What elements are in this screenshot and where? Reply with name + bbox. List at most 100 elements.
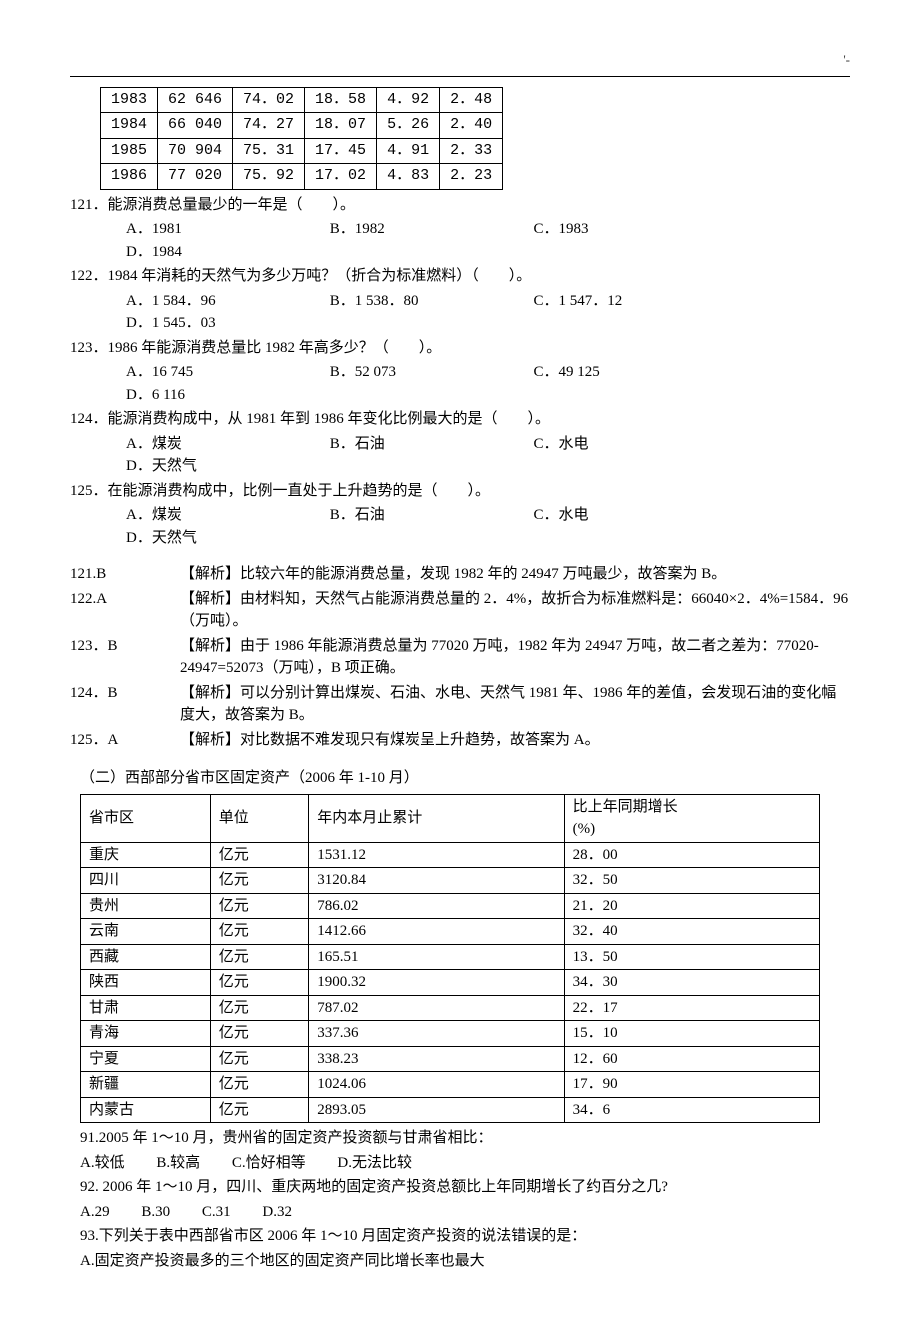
asset-cell: 陕西	[81, 970, 211, 996]
expl-121: 121.B 【解析】比较六年的能源消费总量，发现 1982 年的 24947 万…	[70, 563, 850, 586]
asset-cell: 32．40	[564, 919, 819, 945]
q92-opt-c: C.31	[202, 1201, 231, 1224]
question-123-options: A．16 745 B．52 073 C．49 125 D．6 116	[126, 361, 850, 406]
asset-cell: 1900.32	[309, 970, 564, 996]
asset-header: 省市区	[81, 794, 211, 842]
energy-row: 198466 04074．2718．075．262．40	[101, 113, 503, 139]
q92-opt-a: A.29	[80, 1201, 110, 1224]
energy-cell: 2．48	[440, 87, 503, 113]
question-91-options: A.较低 B.较高 C.恰好相等 D.无法比较	[80, 1152, 850, 1175]
expl-125-key: 125．A	[70, 729, 180, 752]
question-93: 93.下列关于表中西部省市区 2006 年 1～10 月固定资产投资的说法错误的…	[80, 1225, 850, 1248]
q121-opt-a: A．1981	[126, 218, 286, 241]
q91-opt-a: A.较低	[80, 1152, 125, 1175]
q124-opt-b: B．石油	[330, 433, 490, 456]
energy-row: 198570 90475．3117．454．912．33	[101, 138, 503, 164]
energy-cell: 77 020	[158, 164, 233, 190]
asset-row: 四川亿元3120.8432．50	[81, 868, 820, 894]
asset-cell: 亿元	[210, 919, 308, 945]
expl-124-key: 124．B	[70, 682, 180, 727]
asset-cell: 亿元	[210, 1021, 308, 1047]
expl-121-key: 121.B	[70, 563, 180, 586]
explanations: 121.B 【解析】比较六年的能源消费总量，发现 1982 年的 24947 万…	[70, 563, 850, 751]
q122-opt-b: B．1 538．80	[330, 290, 490, 313]
energy-cell: 1986	[101, 164, 158, 190]
asset-row: 新疆亿元1024.0617．90	[81, 1072, 820, 1098]
energy-cell: 1985	[101, 138, 158, 164]
energy-row: 198677 02075．9217．024．832．23	[101, 164, 503, 190]
asset-cell: 亿元	[210, 893, 308, 919]
energy-cell: 4．92	[377, 87, 440, 113]
expl-125: 125．A 【解析】对比数据不难发现只有煤炭呈上升趋势，故答案为 A。	[70, 729, 850, 752]
q124-opt-c: C．水电	[534, 433, 694, 456]
question-121-options: A．1981 B．1982 C．1983 D．1984	[126, 218, 850, 263]
top-rule	[70, 76, 850, 77]
question-125-options: A．煤炭 B．石油 C．水电 D．天然气	[126, 504, 850, 549]
asset-cell: 1531.12	[309, 842, 564, 868]
asset-row: 宁夏亿元338.2312．60	[81, 1046, 820, 1072]
asset-cell: 338.23	[309, 1046, 564, 1072]
question-122: 122．1984 年消耗的天然气为多少万吨？（折合为标准燃料）（ ）。	[70, 265, 850, 288]
energy-cell: 75．31	[233, 138, 305, 164]
asset-cell: 亿元	[210, 842, 308, 868]
asset-cell: 云南	[81, 919, 211, 945]
energy-cell: 2．40	[440, 113, 503, 139]
q123-opt-a: A．16 745	[126, 361, 286, 384]
question-124-options: A．煤炭 B．石油 C．水电 D．天然气	[126, 433, 850, 478]
asset-header: 年内本月止累计	[309, 794, 564, 842]
q122-opt-c: C．1 547．12	[534, 290, 694, 313]
energy-cell: 74．27	[233, 113, 305, 139]
energy-cell: 1984	[101, 113, 158, 139]
energy-cell: 2．23	[440, 164, 503, 190]
question-123: 123．1986 年能源消费总量比 1982 年高多少？（ ）。	[70, 337, 850, 360]
asset-cell: 亿元	[210, 1072, 308, 1098]
energy-cell: 17．02	[305, 164, 377, 190]
q123-opt-d: D．6 116	[126, 384, 286, 407]
asset-row: 西藏亿元165.5113．50	[81, 944, 820, 970]
q91-opt-d: D.无法比较	[337, 1152, 412, 1175]
question-92-options: A.29 B.30 C.31 D.32	[80, 1201, 850, 1224]
question-92: 92. 2006 年 1～10 月，四川、重庆两地的固定资产投资总额比上年同期增…	[80, 1176, 850, 1199]
asset-cell: 165.51	[309, 944, 564, 970]
question-121: 121．能源消费总量最少的一年是（ ）。	[70, 194, 850, 217]
asset-cell: 内蒙古	[81, 1097, 211, 1123]
asset-cell: 亿元	[210, 970, 308, 996]
q121-opt-b: B．1982	[330, 218, 490, 241]
asset-cell: 12．60	[564, 1046, 819, 1072]
q125-opt-b: B．石油	[330, 504, 490, 527]
question-125: 125．在能源消费构成中，比例一直处于上升趋势的是（ ）。	[70, 480, 850, 503]
asset-cell: 28．00	[564, 842, 819, 868]
asset-cell: 亿元	[210, 1046, 308, 1072]
section2-title: （二）西部部分省市区固定资产（2006 年 1-10 月）	[80, 767, 850, 790]
asset-cell: 贵州	[81, 893, 211, 919]
asset-cell: 亿元	[210, 995, 308, 1021]
asset-cell: 亿元	[210, 868, 308, 894]
energy-cell: 66 040	[158, 113, 233, 139]
asset-row: 重庆亿元1531.1228．00	[81, 842, 820, 868]
energy-cell: 18．07	[305, 113, 377, 139]
asset-cell: 17．90	[564, 1072, 819, 1098]
expl-124-text: 【解析】可以分别计算出煤炭、石油、水电、天然气 1981 年、1986 年的差值…	[180, 682, 850, 727]
question-122-options: A．1 584．96 B．1 538．80 C．1 547．12 D．1 545…	[126, 290, 850, 335]
asset-cell: 34．30	[564, 970, 819, 996]
energy-cell: 70 904	[158, 138, 233, 164]
expl-123-text: 【解析】由于 1986 年能源消费总量为 77020 万吨，1982 年为 24…	[180, 635, 850, 680]
asset-cell: 亿元	[210, 1097, 308, 1123]
energy-cell: 18．58	[305, 87, 377, 113]
expl-123-key: 123．B	[70, 635, 180, 680]
q121-opt-c: C．1983	[534, 218, 694, 241]
asset-row: 云南亿元1412.6632．40	[81, 919, 820, 945]
asset-cell: 西藏	[81, 944, 211, 970]
expl-123: 123．B 【解析】由于 1986 年能源消费总量为 77020 万吨，1982…	[70, 635, 850, 680]
asset-row: 甘肃亿元787.0222．17	[81, 995, 820, 1021]
energy-cell: 75．92	[233, 164, 305, 190]
q92-opt-b: B.30	[141, 1201, 170, 1224]
energy-cell: 2．33	[440, 138, 503, 164]
asset-header: 单位	[210, 794, 308, 842]
energy-cell: 62 646	[158, 87, 233, 113]
q124-opt-d: D．天然气	[126, 455, 286, 478]
asset-cell: 四川	[81, 868, 211, 894]
energy-cell: 4．83	[377, 164, 440, 190]
asset-cell: 13．50	[564, 944, 819, 970]
q125-opt-d: D．天然气	[126, 527, 286, 550]
